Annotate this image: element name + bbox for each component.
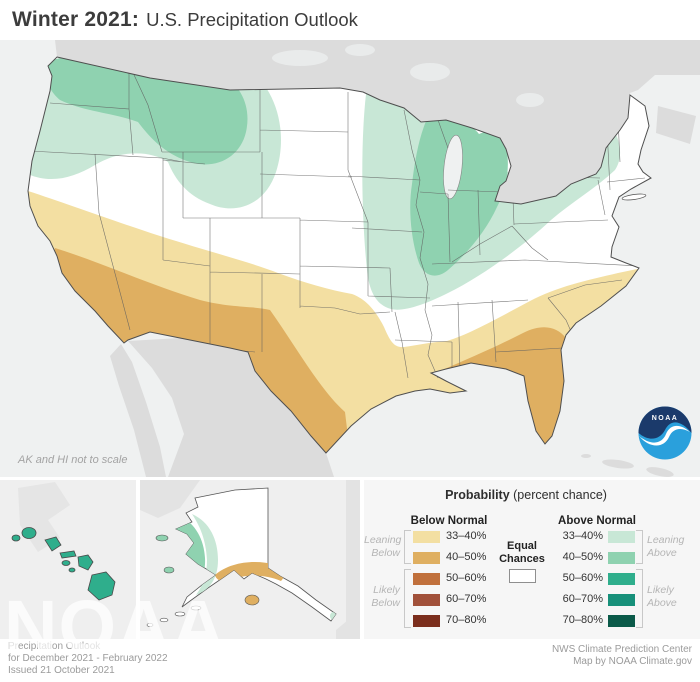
page-title-season: Winter 2021:	[12, 8, 140, 31]
likely-above-label: Likely Above	[647, 584, 677, 609]
noaa-logo: NOAA	[638, 406, 692, 460]
range-label: 60–70%	[446, 593, 487, 605]
range-label: 33–40%	[446, 530, 487, 542]
range-label: 60–70%	[562, 593, 603, 605]
hawaii-background-land	[18, 482, 70, 552]
likely-below-bracket	[404, 569, 411, 628]
precip-region-greatlakes-leaning-above-40	[410, 115, 508, 276]
above-normal-swatch-50-60	[608, 573, 635, 585]
leaning-below-label: Leaning Below	[364, 534, 402, 559]
alaska-islands-leaning-above-40	[155, 534, 175, 574]
legend-title-bold: Probability	[445, 488, 510, 502]
footer-credits: NWS Climate Prediction Center Map by NOA…	[552, 644, 692, 668]
conus-map: NOAA	[0, 40, 700, 477]
footer-map-credit: Map by NOAA Climate.gov	[573, 656, 692, 667]
range-label: 33–40%	[562, 530, 603, 542]
range-label: 70–80%	[446, 614, 487, 626]
equal-chances-swatch	[509, 569, 536, 583]
legend-row: 50–60% 50–60%	[364, 572, 700, 587]
above-normal-swatch-70-80	[608, 615, 635, 627]
hawaii-inset-svg	[11, 482, 116, 601]
leaning-below-bracket	[404, 530, 411, 564]
nova-scotia-landmass	[656, 106, 696, 144]
us-outline	[27, 56, 652, 454]
mexico-landmass	[128, 338, 334, 477]
legend-title-regular: (percent chance)	[509, 488, 607, 502]
legend-title: Probability (percent chance)	[364, 488, 688, 502]
conus-map-svg: NOAA	[0, 40, 700, 477]
legend-row: 40–50% 40–50%	[364, 551, 700, 566]
legend-row: 70–80% 70–80%	[364, 614, 700, 629]
range-label: 40–50%	[562, 551, 603, 563]
page-title-subject: U.S. Precipitation Outlook	[146, 9, 358, 30]
range-label: 50–60%	[562, 572, 603, 584]
long-island	[621, 193, 647, 201]
noaa-logo-text: NOAA	[652, 415, 679, 422]
aleutian-islands	[146, 605, 202, 627]
canada-landmass	[55, 40, 700, 204]
scale-note: AK and HI not to scale	[18, 454, 128, 466]
alaska-inset	[140, 480, 360, 639]
below-normal-header: Below Normal	[410, 515, 488, 527]
footer-product-name: Precipitation Outlook	[8, 641, 101, 652]
below-normal-swatch-70-80	[413, 615, 440, 627]
canada-lakes	[272, 44, 544, 107]
above-normal-header: Above Normal	[558, 515, 636, 527]
footer-valid-period: for December 2021 - February 2022	[8, 653, 168, 664]
header-bar: Winter 2021: U.S. Precipitation Outlook	[0, 0, 700, 40]
kodiak-island-leaning-below-40	[244, 594, 260, 606]
leaning-above-label: Leaning Above	[647, 534, 685, 559]
alaska-background-land	[140, 480, 360, 639]
below-normal-swatch-50-60	[413, 573, 440, 585]
footer-source: NWS Climate Prediction Center	[551, 644, 692, 655]
lake-michigan	[443, 134, 463, 200]
range-label: 50–60%	[446, 572, 487, 584]
footer-issue-date: Issued 21 October 2021	[8, 665, 115, 676]
leaning-above-bracket	[636, 530, 643, 564]
caribbean-islands	[581, 454, 674, 477]
range-label: 70–80%	[562, 614, 603, 626]
hawaii-inset	[0, 480, 136, 639]
footer-issuance-info: Precipitation Outlook for December 2021 …	[8, 641, 168, 677]
above-normal-swatch-33-40	[608, 531, 635, 543]
below-normal-swatch-60-70	[413, 594, 440, 606]
range-label: 40–50%	[446, 551, 487, 563]
alaska-panhandle-leaning-above-33	[330, 611, 336, 621]
below-normal-swatch-33-40	[413, 531, 440, 543]
below-normal-swatch-40-50	[413, 552, 440, 564]
alaska-inset-svg	[140, 480, 360, 639]
likely-below-label: Likely Below	[371, 584, 400, 609]
legend-row: 33–40% 33–40%	[364, 530, 700, 545]
equal-chances-label: Equal Chances	[499, 540, 545, 565]
page-title: Winter 2021: U.S. Precipitation Outlook	[12, 8, 358, 32]
baja-california-landmass	[110, 344, 166, 477]
above-normal-swatch-40-50	[608, 552, 635, 564]
likely-above-bracket	[636, 569, 643, 628]
above-normal-swatch-60-70	[608, 594, 635, 606]
hawaiian-islands-likely-above-50	[11, 527, 116, 601]
legend: Probability (percent chance) Below Norma…	[364, 480, 700, 639]
legend-row: 60–70% 60–70%	[364, 593, 700, 608]
